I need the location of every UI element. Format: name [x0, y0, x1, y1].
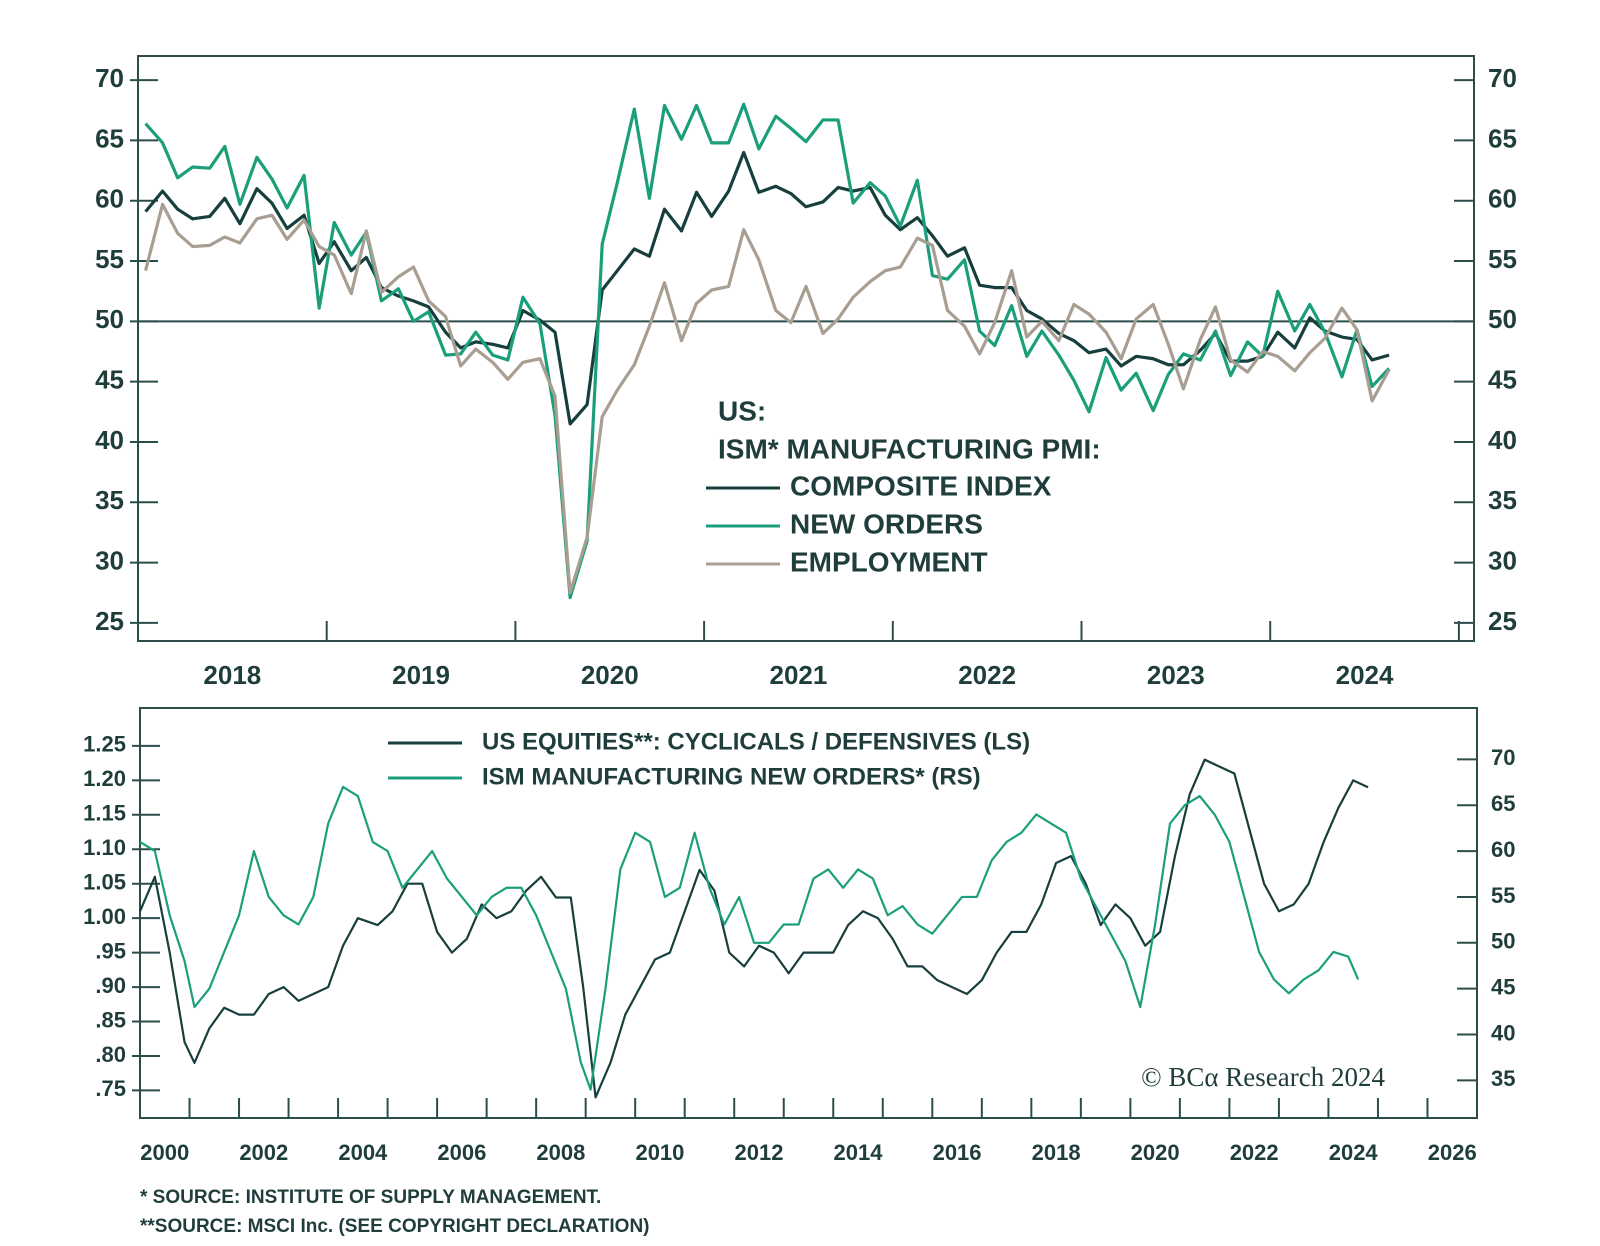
x-tick-label: 2004: [338, 1140, 388, 1165]
plot-frame: [137, 55, 1475, 642]
x-tick-label: 2012: [735, 1140, 784, 1165]
legend-title: ISM* MANUFACTURING PMI:: [718, 433, 1101, 464]
y-tick-label: 60: [95, 184, 124, 214]
y2-tick-label: 65: [1488, 123, 1517, 153]
series-line: [138, 758, 1369, 1099]
y-tick-label: 70: [95, 63, 124, 93]
y2-tick-label: 40: [1491, 1020, 1515, 1045]
y-tick-label: 1.10: [83, 835, 126, 860]
x-tick-label: 2026: [1428, 1140, 1477, 1165]
x-tick-label: 2016: [933, 1140, 982, 1165]
x-tick-label: 2024: [1336, 660, 1394, 690]
y-tick-label: .80: [95, 1042, 126, 1067]
series-line: [144, 150, 1390, 426]
x-tick-label: 2024: [1329, 1140, 1379, 1165]
x-tick-label: 2014: [834, 1140, 884, 1165]
y2-tick-label: 70: [1491, 745, 1515, 770]
x-tick-label: 2020: [1131, 1140, 1180, 1165]
x-tick-label: 2010: [635, 1140, 684, 1165]
y-tick-label: 1.20: [83, 766, 126, 791]
y-tick-label: 35: [95, 485, 124, 515]
y-tick-label: 1.05: [83, 870, 126, 895]
x-tick-label: 2000: [140, 1140, 189, 1165]
y-tick-label: .75: [95, 1076, 126, 1101]
x-tick-label: 2020: [581, 660, 639, 690]
y-tick-label: .85: [95, 1007, 126, 1032]
y-tick-label: 1.15: [83, 801, 126, 826]
y2-tick-label: 30: [1488, 545, 1517, 575]
x-tick-label: 2019: [392, 660, 450, 690]
legend-label: COMPOSITE INDEX: [790, 470, 1052, 501]
y2-tick-label: 40: [1488, 425, 1517, 455]
y2-tick-label: 55: [1488, 244, 1517, 274]
annotation: © BCα Research 2024: [1141, 1062, 1385, 1092]
y2-tick-label: 35: [1488, 485, 1517, 515]
y2-tick-label: 55: [1491, 883, 1515, 908]
legend-label: NEW ORDERS: [790, 508, 983, 539]
y2-tick-label: 25: [1488, 606, 1517, 636]
plot-frame: [139, 707, 1478, 1119]
y2-tick-label: 60: [1491, 837, 1515, 862]
y-tick-label: 1.00: [83, 904, 126, 929]
y-tick-label: 30: [95, 545, 124, 575]
y2-tick-label: 60: [1488, 184, 1517, 214]
series-line: [143, 202, 1391, 595]
series-line: [139, 785, 1360, 1091]
x-tick-label: 2008: [536, 1140, 585, 1165]
series-line: [144, 102, 1391, 600]
legend-label: ISM MANUFACTURING NEW ORDERS* (RS): [482, 763, 981, 790]
legend-label: EMPLOYMENT: [790, 546, 988, 577]
x-tick-label: 2018: [1032, 1140, 1081, 1165]
footnote: **SOURCE: MSCI Inc. (SEE COPYRIGHT DECLA…: [140, 1216, 650, 1237]
y-tick-label: 65: [95, 123, 124, 153]
y-tick-label: 40: [95, 425, 124, 455]
x-tick-label: 2022: [958, 660, 1016, 690]
legend-label: US EQUITIES**: CYCLICALS / DEFENSIVES (L…: [482, 728, 1030, 755]
x-tick-label: 2023: [1147, 660, 1205, 690]
x-tick-label: 2018: [203, 660, 261, 690]
y-tick-label: .90: [95, 973, 126, 998]
y-tick-label: 1.25: [83, 732, 126, 757]
y-tick-label: 25: [95, 606, 124, 636]
y2-tick-label: 70: [1488, 63, 1517, 93]
y2-tick-label: 45: [1488, 365, 1517, 395]
y2-tick-label: 65: [1491, 791, 1515, 816]
y2-tick-label: 50: [1491, 929, 1515, 954]
y2-tick-label: 50: [1488, 304, 1517, 334]
y-tick-label: 45: [95, 365, 124, 395]
x-tick-label: 2006: [437, 1140, 486, 1165]
footnote: * SOURCE: INSTITUTE OF SUPPLY MANAGEMENT…: [140, 1187, 601, 1208]
legend-title: US:: [718, 395, 766, 426]
y-tick-label: 50: [95, 304, 124, 334]
x-tick-label: 2002: [239, 1140, 288, 1165]
y2-tick-label: 45: [1491, 974, 1515, 999]
x-tick-label: 2021: [770, 660, 828, 690]
y-tick-label: 55: [95, 244, 124, 274]
y-tick-label: .95: [95, 938, 126, 963]
y2-tick-label: 35: [1491, 1066, 1515, 1091]
x-tick-label: 2022: [1230, 1140, 1279, 1165]
